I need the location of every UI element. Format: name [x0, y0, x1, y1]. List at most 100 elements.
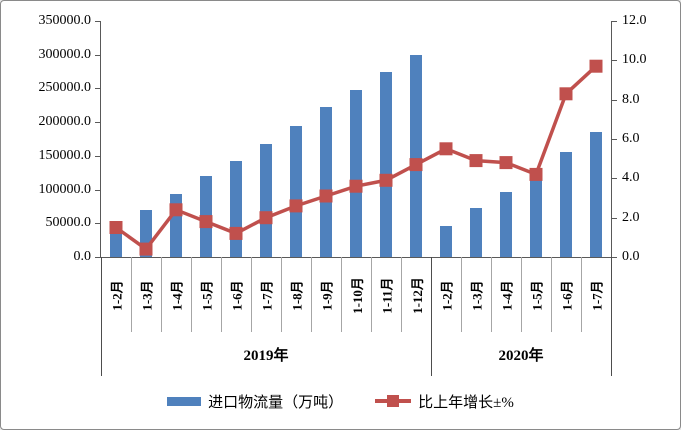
x-category-label-text: 1-4月 — [169, 279, 185, 311]
category-separator-line — [461, 257, 462, 332]
left-axis-tick — [95, 223, 101, 225]
growth-line-layer — [109, 59, 603, 256]
x-category-label: 1-10月 — [341, 259, 371, 331]
x-category-label: 1-6月 — [221, 259, 251, 331]
x-group-label: 2020年 — [498, 347, 544, 364]
x-category-label-text: 1-4月 — [499, 279, 515, 311]
line-marker — [289, 199, 303, 213]
right-axis-tick — [611, 217, 617, 219]
legend-label-import-volume: 进口物流量（万吨） — [208, 394, 344, 411]
right-axis-tick-label: 4.0 — [622, 170, 640, 186]
line-series-swatch-icon — [375, 394, 412, 408]
line-marker — [589, 59, 603, 73]
bar — [350, 89, 362, 257]
left-axis-tick-label: 300000.0 — [38, 46, 92, 62]
left-axis-tick — [95, 155, 101, 157]
line-marker — [469, 154, 483, 168]
left-axis-tick — [95, 88, 101, 90]
right-axis-tick — [611, 21, 617, 22]
line-marker — [349, 179, 363, 193]
right-axis-tick-label: 2.0 — [622, 209, 640, 225]
x-category-label-text: 1-5月 — [529, 279, 545, 311]
left-axis-tick-label: 200000.0 — [38, 114, 92, 130]
category-separator-line — [521, 257, 522, 332]
category-separator-line — [131, 257, 132, 332]
x-category-label: 1-2月 — [431, 259, 461, 331]
x-category-label: 1-6月 — [551, 259, 581, 331]
bar — [380, 71, 392, 257]
x-category-label-text: 1-3月 — [139, 279, 155, 311]
category-separator-line — [551, 257, 552, 332]
bar — [110, 226, 122, 257]
bar — [260, 144, 272, 257]
x-category-label-text: 1-9月 — [319, 279, 335, 311]
x-category-label: 1-3月 — [131, 259, 161, 331]
right-axis-tick-label: 12.0 — [622, 13, 647, 28]
category-separator-line — [341, 257, 342, 332]
category-separator-line — [371, 257, 372, 332]
bar-series-swatch-icon — [167, 396, 202, 406]
category-separator-line — [281, 257, 282, 332]
legend-item-growth: 比上年增长±% — [375, 391, 514, 412]
line-marker — [139, 242, 153, 256]
bar — [530, 178, 542, 257]
line-marker — [439, 142, 453, 156]
group-boundary-line — [431, 257, 432, 376]
category-separator-line — [401, 257, 402, 332]
bar — [320, 107, 332, 257]
x-category-label-text: 1-12月 — [409, 276, 425, 314]
right-axis-tick — [611, 139, 617, 140]
category-separator-line — [491, 257, 492, 332]
x-category-label-text: 1-3月 — [469, 279, 485, 311]
line-marker — [499, 156, 513, 170]
x-category-label: 1-2月 — [101, 259, 131, 331]
left-axis-tick-label: 150000.0 — [38, 147, 92, 163]
line-marker — [109, 221, 123, 234]
x-category-label: 1-3月 — [461, 259, 491, 331]
line-marker — [229, 226, 243, 240]
line-marker — [559, 87, 573, 101]
left-axis-tick-label: 50000.0 — [45, 215, 92, 231]
line-marker — [529, 167, 543, 181]
left-axis-tick — [95, 21, 101, 22]
legend: 进口物流量（万吨） 比上年增长±% — [1, 388, 680, 414]
category-separator-line — [251, 257, 252, 332]
x-category-label: 1-7月 — [581, 259, 611, 331]
category-separator-line — [581, 257, 582, 332]
left-axis-tick — [95, 189, 101, 191]
x-category-label-text: 1-10月 — [349, 276, 365, 314]
x-category-label-text: 1-6月 — [559, 279, 575, 311]
x-category-label: 1-4月 — [161, 259, 191, 331]
left-axis-tick-label: 0.0 — [73, 249, 92, 264]
x-category-label: 1-8月 — [281, 259, 311, 331]
right-axis-line — [611, 21, 612, 258]
line-marker — [409, 158, 423, 172]
left-axis-tick — [95, 54, 101, 56]
category-separator-line — [311, 257, 312, 332]
x-category-label-text: 1-5月 — [199, 279, 215, 311]
x-category-label: 1-7月 — [251, 259, 281, 331]
bar — [590, 131, 602, 257]
x-category-label: 1-11月 — [371, 259, 401, 331]
category-separator-line — [221, 257, 222, 332]
bar — [290, 125, 302, 257]
x-category-label-text: 1-7月 — [589, 279, 605, 311]
x-category-label: 1-9月 — [311, 259, 341, 331]
category-separator-line — [191, 257, 192, 332]
x-category-label: 1-5月 — [191, 259, 221, 331]
x-group-label: 2019年 — [243, 347, 289, 364]
x-category-label: 1-12月 — [401, 259, 431, 331]
left-axis-line — [100, 21, 101, 258]
right-axis-tick-label: 0.0 — [622, 249, 640, 264]
x-category-label-text: 1-11月 — [379, 276, 395, 314]
left-axis-tick — [95, 257, 101, 258]
left-axis-tick — [95, 122, 101, 124]
x-category-label: 1-5月 — [521, 259, 551, 331]
right-axis-tick — [611, 99, 617, 101]
line-marker — [259, 211, 273, 225]
x-axis-line — [100, 257, 612, 258]
bar — [410, 54, 422, 257]
line-swatch-marker — [387, 395, 400, 407]
right-axis-tick — [611, 178, 617, 180]
